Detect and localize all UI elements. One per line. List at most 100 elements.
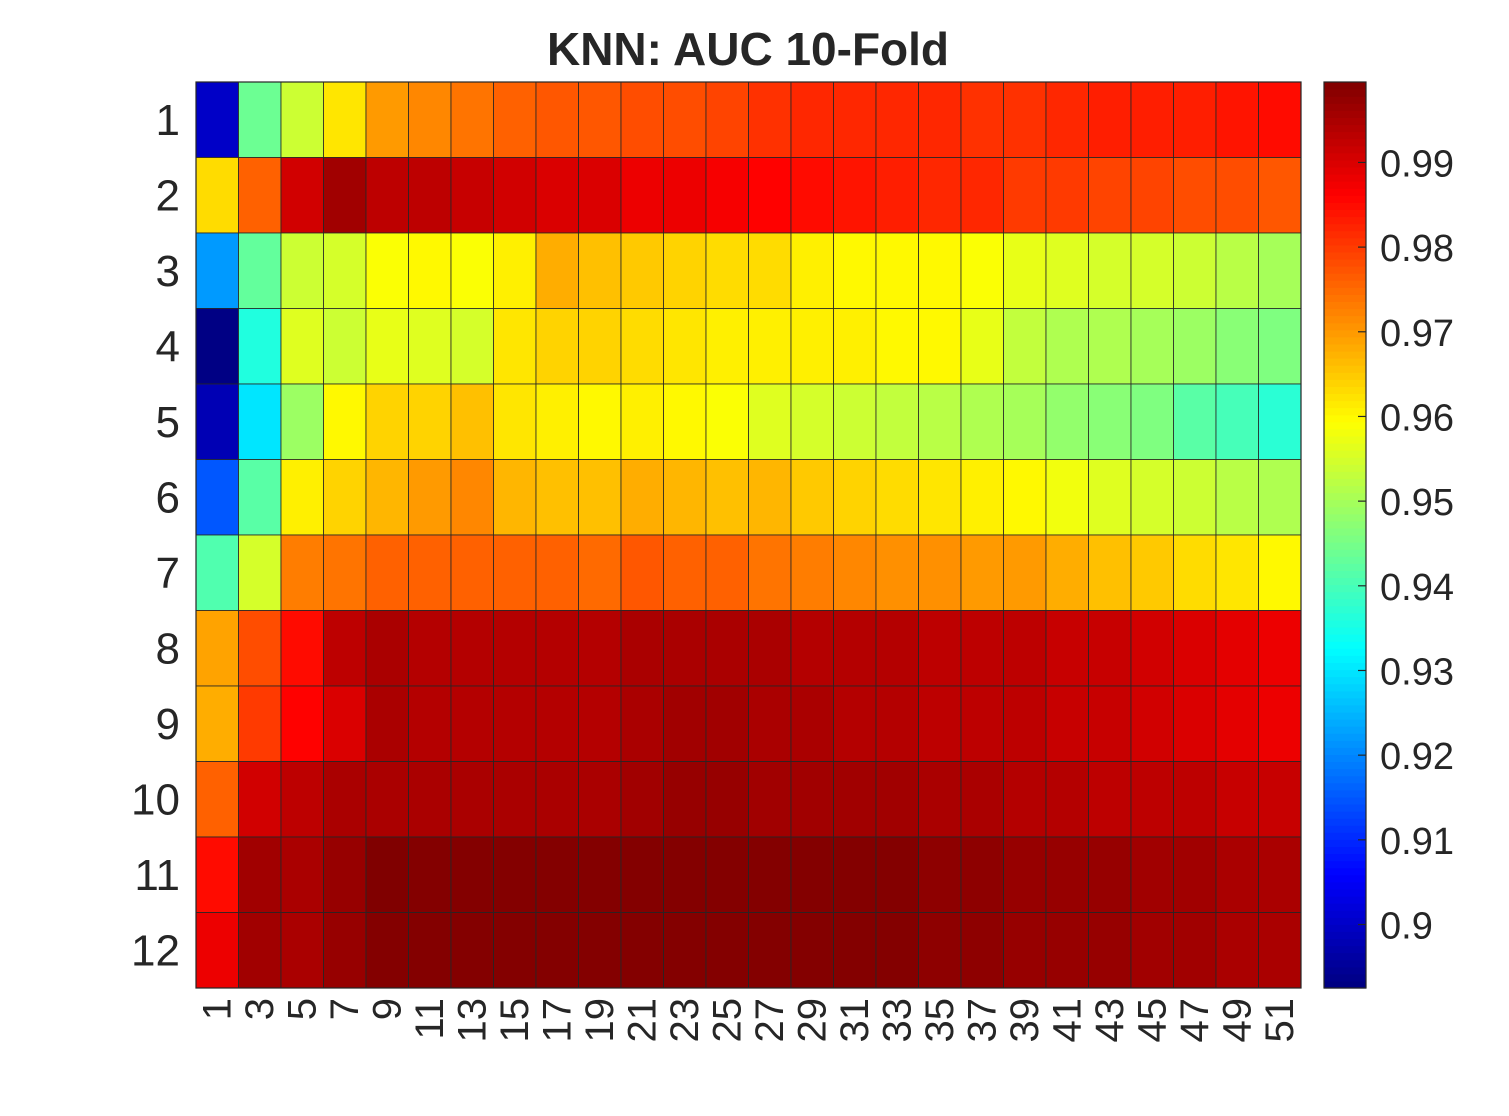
heatmap-cell xyxy=(790,383,834,460)
heatmap-cell xyxy=(280,232,324,309)
colorbar-band xyxy=(1324,853,1366,862)
heatmap-cell xyxy=(408,232,452,309)
heatmap-cell xyxy=(1003,459,1047,536)
heatmap-cell xyxy=(238,685,282,762)
heatmap-cell xyxy=(875,232,919,309)
colorbar-band xyxy=(1324,655,1366,664)
heatmap-cell xyxy=(535,308,579,385)
heatmap-cell xyxy=(748,761,792,838)
heatmap-cell xyxy=(323,685,367,762)
heatmap-cell xyxy=(790,232,834,309)
colorbar-band xyxy=(1324,379,1366,387)
heatmap-cell xyxy=(1215,383,1259,460)
x-tick-label: 41 xyxy=(1045,998,1089,1043)
colorbar-band xyxy=(1324,513,1366,522)
colorbar-band xyxy=(1324,740,1366,748)
heatmap-cell xyxy=(238,157,282,234)
colorbar-band xyxy=(1324,117,1366,126)
colorbar-band xyxy=(1324,598,1366,607)
colorbar-band xyxy=(1324,287,1366,295)
heatmap-cell xyxy=(450,81,494,158)
x-tick-label: 9 xyxy=(365,998,409,1020)
colorbar-band xyxy=(1324,612,1366,621)
heatmap-cell xyxy=(620,610,664,687)
colorbar-band xyxy=(1324,690,1366,699)
x-tick-label: 23 xyxy=(663,998,707,1043)
colorbar-band xyxy=(1324,733,1366,741)
heatmap-cell xyxy=(790,610,834,687)
colorbar-band xyxy=(1324,895,1366,904)
heatmap-cell xyxy=(238,308,282,385)
heatmap-cell xyxy=(535,81,579,158)
heatmap-cell xyxy=(1215,534,1259,611)
heatmap-cell xyxy=(1215,836,1259,913)
heatmap-cell xyxy=(705,761,749,838)
colorbar-band xyxy=(1324,188,1366,196)
colorbar-band xyxy=(1324,825,1366,833)
heatmap-cell xyxy=(960,912,1004,989)
heatmap-cell xyxy=(620,534,664,611)
heatmap-cell xyxy=(748,912,792,989)
heatmap-cell xyxy=(1003,383,1047,460)
heatmap-cell xyxy=(875,761,919,838)
colorbar-band xyxy=(1324,860,1366,869)
heatmap-cell xyxy=(450,308,494,385)
heatmap-cell xyxy=(1258,912,1302,989)
heatmap-cell xyxy=(578,912,622,989)
heatmap-cell xyxy=(1045,81,1089,158)
heatmap-cell xyxy=(195,81,239,158)
heatmap-cell xyxy=(493,459,537,536)
colorbar-band xyxy=(1324,393,1366,402)
heatmap-cell xyxy=(918,308,962,385)
heatmap-cell xyxy=(748,836,792,913)
heatmap-cell xyxy=(918,81,962,158)
colorbar-band xyxy=(1324,421,1366,430)
colorbar-band xyxy=(1324,294,1366,303)
heatmap-cell xyxy=(918,685,962,762)
heatmap-cell xyxy=(535,836,579,913)
heatmap-cell xyxy=(1258,308,1302,385)
heatmap-cell xyxy=(918,534,962,611)
heatmap-cell xyxy=(323,383,367,460)
heatmap-cell xyxy=(620,459,664,536)
heatmap-cell xyxy=(620,836,664,913)
heatmap-cell xyxy=(1130,459,1174,536)
colorbar-band xyxy=(1324,223,1366,232)
heatmap-cell xyxy=(705,610,749,687)
colorbar-band xyxy=(1324,400,1366,409)
colorbar-band xyxy=(1324,89,1366,97)
heatmap-cell xyxy=(1130,610,1174,687)
heatmap-cell xyxy=(195,685,239,762)
heatmap-cell xyxy=(1045,610,1089,687)
heatmap-cell xyxy=(1173,383,1217,460)
x-axis-ticks: 1357911131517192123252729313335373941434… xyxy=(195,998,1302,1043)
heatmap-cell xyxy=(790,761,834,838)
heatmap-cell xyxy=(1215,308,1259,385)
colorbar-band xyxy=(1324,761,1366,770)
heatmap-cell xyxy=(833,534,877,611)
x-tick-label: 11 xyxy=(408,998,452,1040)
y-tick-label: 9 xyxy=(156,700,180,749)
colorbar-band xyxy=(1324,499,1366,508)
colorbar-band xyxy=(1324,584,1366,593)
x-tick-label: 27 xyxy=(748,998,792,1043)
heatmap-cell xyxy=(1215,761,1259,838)
heatmap-cell xyxy=(450,685,494,762)
heatmap-cell xyxy=(1045,232,1089,309)
colorbar-band xyxy=(1324,131,1366,140)
heatmap-cell xyxy=(663,157,707,234)
colorbar-band xyxy=(1324,365,1366,373)
heatmap-cell xyxy=(408,685,452,762)
heatmap-cell xyxy=(195,383,239,460)
colorbar-band xyxy=(1324,520,1366,529)
heatmap-cell xyxy=(450,459,494,536)
heatmap-cell xyxy=(280,534,324,611)
colorbar-band xyxy=(1324,258,1366,267)
x-tick-label: 7 xyxy=(323,998,367,1020)
colorbar-band xyxy=(1324,266,1366,274)
colorbar-band xyxy=(1324,195,1366,203)
heatmap-cell xyxy=(493,157,537,234)
heatmap-cell xyxy=(1045,157,1089,234)
heatmap-cell xyxy=(1003,81,1047,158)
